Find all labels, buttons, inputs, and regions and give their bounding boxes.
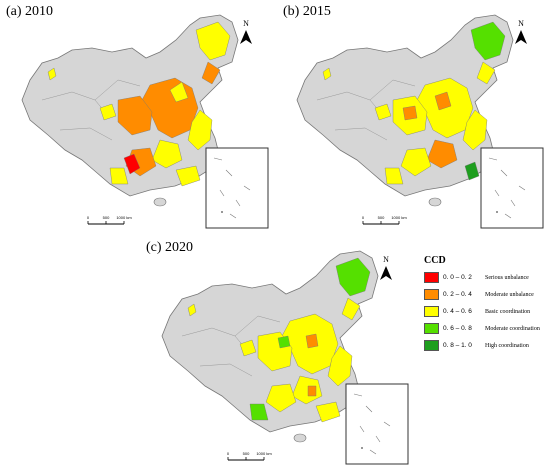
scale-tick-label: 1000 km bbox=[256, 451, 272, 456]
legend-range: 0. 8 – 1. 0 bbox=[443, 342, 472, 349]
legend-label: Serious unbalance bbox=[485, 274, 529, 281]
scale-tick-label: 1000 km bbox=[391, 215, 407, 220]
legend-item: 0. 6 – 0. 8 Moderate coordination bbox=[424, 320, 548, 337]
scale-tick-label: 500 bbox=[378, 215, 385, 220]
ccd-legend: CCD 0. 0 – 0. 2 Serious unbalance 0. 2 –… bbox=[424, 255, 548, 354]
legend-item: 0. 8 – 1. 0 High coordination bbox=[424, 337, 548, 354]
south-china-sea-inset bbox=[345, 383, 409, 465]
legend-label: Basic coordination bbox=[485, 308, 531, 315]
map-2015: N 0 500 1000 km bbox=[296, 14, 544, 229]
north-arrow-icon bbox=[380, 266, 392, 280]
legend-item: 0. 4 – 0. 6 Basic coordination bbox=[424, 303, 548, 320]
legend-swatch bbox=[424, 306, 439, 317]
map-panel-2010: (a) 2010 N bbox=[0, 0, 275, 235]
scale-tick-label: 0 bbox=[87, 215, 90, 220]
north-label: N bbox=[243, 19, 249, 28]
legend-range: 0. 2 – 0. 4 bbox=[443, 291, 472, 298]
ccd-regions bbox=[322, 21, 506, 185]
legend-range: 0. 6 – 0. 8 bbox=[443, 325, 472, 332]
legend-item: 0. 2 – 0. 4 Moderate unbalance bbox=[424, 286, 548, 303]
legend-swatch bbox=[424, 272, 439, 283]
scale-bar: 0 500 1000 km bbox=[87, 215, 132, 225]
panel-title: (c) 2020 bbox=[146, 240, 194, 255]
scale-bar: 0 500 1000 km bbox=[227, 451, 272, 461]
panel-title: (b) 2015 bbox=[283, 4, 331, 19]
map-panel-2015: (b) 2015 N bbox=[275, 0, 550, 235]
ccd-regions bbox=[187, 257, 371, 423]
legend-swatch bbox=[424, 323, 439, 334]
north-arrow-icon bbox=[515, 30, 527, 44]
scale-tick-label: 0 bbox=[227, 451, 230, 456]
legend-item: 0. 0 – 0. 2 Serious unbalance bbox=[424, 269, 548, 286]
legend-swatch bbox=[424, 289, 439, 300]
legend-range: 0. 4 – 0. 6 bbox=[443, 308, 472, 315]
legend-title: CCD bbox=[424, 255, 446, 266]
scale-bar: 0 500 1000 km bbox=[362, 215, 407, 225]
map-2020: N 0 500 1000 km bbox=[161, 250, 409, 465]
north-label: N bbox=[518, 19, 524, 28]
ccd-regions bbox=[47, 21, 231, 187]
south-china-sea-inset bbox=[205, 147, 269, 229]
legend-label: Moderate coordination bbox=[485, 325, 540, 332]
scale-tick-label: 500 bbox=[103, 215, 110, 220]
map-2010: N 0 500 1000 km bbox=[21, 14, 269, 229]
legend-range: 0. 0 – 0. 2 bbox=[443, 274, 472, 281]
legend-swatch bbox=[424, 340, 439, 351]
scale-tick-label: 0 bbox=[362, 215, 365, 220]
scale-tick-label: 1000 km bbox=[116, 215, 132, 220]
map-panel-2020: (c) 2020 bbox=[140, 236, 415, 471]
legend-label: High coordination bbox=[485, 342, 529, 349]
legend-label: Moderate unbalance bbox=[485, 291, 534, 298]
north-arrow-icon bbox=[240, 30, 252, 44]
panel-title: (a) 2010 bbox=[6, 4, 54, 19]
scale-tick-label: 500 bbox=[243, 451, 250, 456]
north-label: N bbox=[383, 255, 389, 264]
south-china-sea-inset bbox=[480, 147, 544, 229]
